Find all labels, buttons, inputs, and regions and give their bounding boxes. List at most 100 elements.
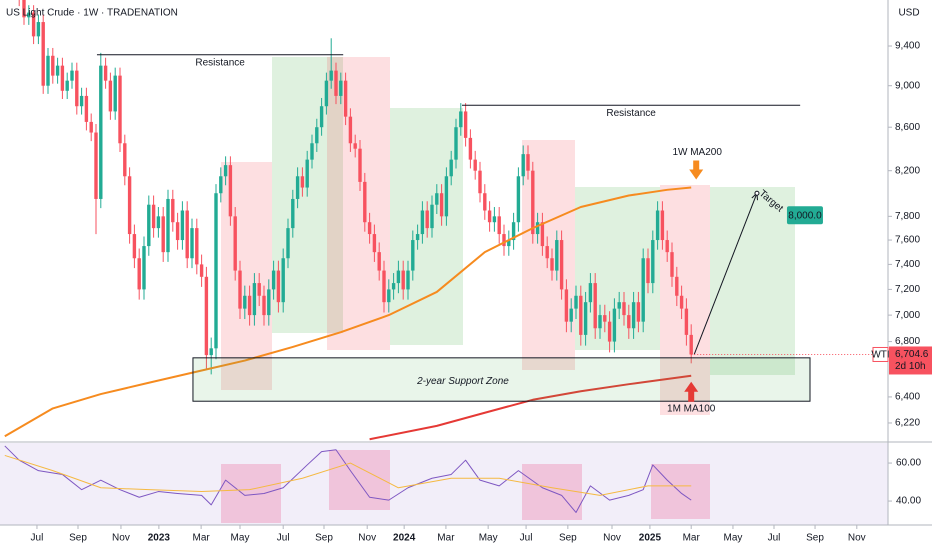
- candle-body: [612, 308, 617, 342]
- candle-body: [367, 222, 372, 235]
- candle-body: [631, 302, 636, 329]
- candle-body: [420, 210, 425, 235]
- symbol: WTI: [871, 350, 889, 361]
- candle-body: [175, 222, 180, 241]
- candle-body: [391, 283, 396, 290]
- candle-body: [583, 302, 588, 335]
- candle-body: [660, 210, 665, 241]
- overlay: 2-year Support Zone Resistance Resistance 1…: [96, 54, 932, 414]
- candle-body: [324, 80, 329, 107]
- candle-body: [564, 289, 569, 322]
- candle-body: [516, 176, 521, 223]
- x-tick-label: 2023: [148, 533, 171, 544]
- price-label: 6,704.6: [895, 349, 929, 360]
- candle-body: [334, 70, 338, 96]
- symbol-box: [872, 346, 889, 362]
- candle-body: [199, 264, 204, 277]
- x-tick-label: Mar: [437, 533, 455, 544]
- candle-body: [531, 170, 535, 235]
- candle-body: [459, 111, 463, 128]
- candle-body: [103, 65, 108, 81]
- y-tick-label: 6,220: [895, 418, 920, 429]
- candle-body: [641, 258, 645, 322]
- price-pane: [4, 0, 795, 441]
- ma-arrow: [689, 160, 704, 180]
- candle-body: [118, 75, 122, 144]
- candle-body: [382, 270, 386, 303]
- x-tick-label: Sep: [69, 533, 87, 544]
- candle-body: [166, 198, 170, 253]
- rsi-pane: [0, 443, 888, 525]
- candle-body: [233, 216, 237, 271]
- candle-body: [46, 55, 50, 86]
- chart-title: US Light Crude · 1W · TRADENATION: [6, 8, 178, 19]
- x-tick-label: Sep: [806, 533, 824, 544]
- candle-body: [31, 12, 36, 37]
- candle-body: [142, 246, 146, 290]
- candle-body: [228, 165, 233, 217]
- rsi-band: [0, 443, 888, 525]
- candle-body: [339, 80, 343, 96]
- x-tick-label: Sep: [315, 533, 333, 544]
- candle-body: [646, 258, 650, 284]
- candle-body: [665, 240, 669, 253]
- candle-body: [545, 246, 549, 259]
- x-tick-label: 2025: [639, 533, 662, 544]
- candle-body: [180, 210, 185, 241]
- candle-body: [137, 258, 141, 290]
- x-tick-label: Nov: [603, 533, 621, 544]
- candle-body: [435, 193, 439, 205]
- candle-body: [276, 270, 281, 303]
- rsi-line: [4, 445, 692, 513]
- candle-body: [411, 240, 415, 271]
- candle-body: [60, 65, 65, 91]
- candle-body: [257, 283, 261, 296]
- candle-body: [483, 193, 487, 211]
- x-tick-label: May: [724, 533, 743, 544]
- target-arrow: [693, 193, 758, 355]
- candle-body: [363, 181, 367, 223]
- x-tick-label: Jul: [520, 533, 533, 544]
- x-tick-label: Sep: [559, 533, 577, 544]
- target-value: 8,000.0: [788, 210, 822, 221]
- candle-body: [209, 348, 213, 356]
- candle-body: [487, 210, 492, 223]
- candle-body: [22, 0, 26, 18]
- candle-body: [219, 176, 223, 194]
- candle-body: [555, 240, 559, 271]
- candle-body: [406, 270, 410, 290]
- x-tick-label: 2024: [393, 533, 416, 544]
- candle-body: [617, 302, 621, 309]
- x-tick-label: Nov: [358, 533, 376, 544]
- candle-body: [252, 283, 257, 316]
- candle-body: [271, 270, 276, 290]
- candle-body: [502, 234, 506, 247]
- candle-body: [463, 111, 468, 138]
- rsi-ma-line: [4, 454, 692, 496]
- candle-body: [300, 176, 305, 188]
- candle-body: [281, 258, 285, 303]
- x-tick-label: Nov: [112, 533, 130, 544]
- candle-body: [190, 228, 194, 259]
- target-point: [754, 190, 760, 196]
- candle-body: [291, 198, 295, 229]
- candle-body: [94, 132, 98, 199]
- candle-body: [319, 106, 324, 128]
- candle-body: [655, 210, 660, 241]
- candle-body: [679, 295, 684, 309]
- candle-body: [377, 252, 381, 271]
- x-tick-label: Mar: [683, 533, 701, 544]
- candle-body: [147, 204, 151, 247]
- candle-body: [75, 70, 79, 107]
- x-tick-label: May: [479, 533, 498, 544]
- candle-body: [492, 216, 497, 223]
- candle-body: [70, 70, 74, 81]
- candle-body: [598, 315, 602, 329]
- candle-body: [132, 234, 137, 259]
- y-tick-label: 8,200: [895, 165, 920, 176]
- candle-body: [507, 240, 511, 247]
- candle-body: [526, 154, 530, 171]
- candle-body: [238, 270, 242, 309]
